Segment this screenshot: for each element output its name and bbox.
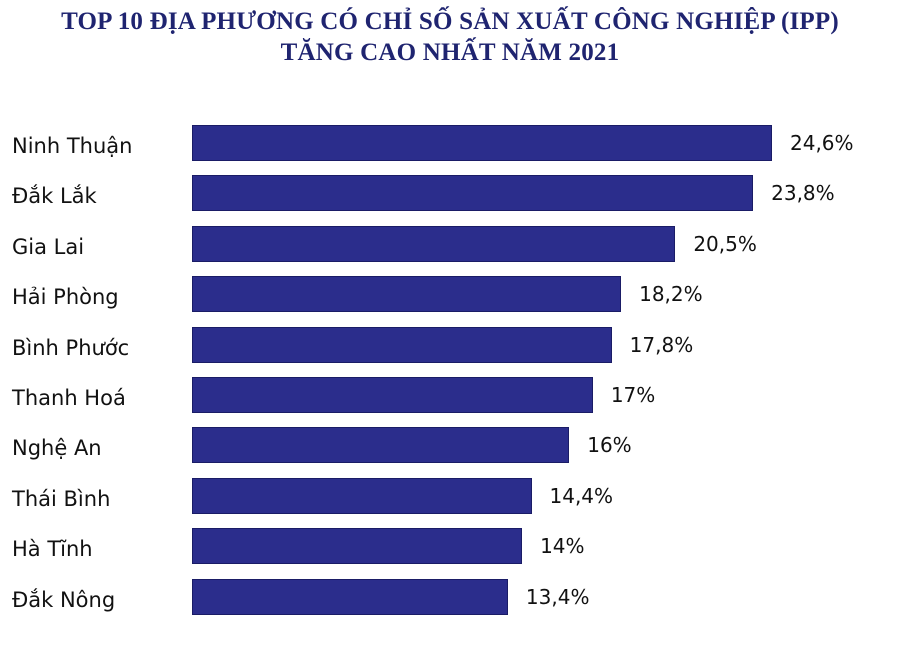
value-label: 17% [610, 383, 656, 407]
value-label: 17,8% [629, 332, 694, 357]
category-label: Đắk Lắk [12, 184, 97, 209]
bar-row: Thái Bình 14,4% [0, 477, 900, 515]
category-label: Hải Phòng [12, 285, 119, 310]
category-label: Gia Lai [12, 234, 85, 259]
category-label: Ninh Thuận [12, 134, 133, 158]
bar [192, 175, 754, 212]
bar-row: Ninh Thuận 24,6% [0, 125, 900, 162]
bar [192, 578, 508, 615]
value-label: 23,8% [771, 181, 835, 206]
category-label: Nghệ An [12, 436, 102, 461]
chart-title: TOP 10 ĐỊA PHƯƠNG CÓ CHỈ SỐ SẢN XUẤT CÔN… [0, 6, 900, 68]
category-label: Thái Bình [12, 486, 111, 511]
value-label: 24,6% [790, 131, 854, 155]
value-label: 14,4% [549, 483, 614, 508]
chart-title-line1: TOP 10 ĐỊA PHƯƠNG CÓ CHỈ SỐ SẢN XUẤT CÔN… [61, 8, 839, 35]
value-label: 18,2% [639, 282, 703, 307]
bar [192, 125, 772, 161]
value-label: 16% [587, 433, 632, 458]
value-label: 13,4% [525, 584, 590, 609]
bar-row: Đắk Lắk 23,8% [0, 175, 900, 212]
value-label: 14% [540, 534, 585, 559]
bar-row: Gia Lai 20,5% [0, 225, 900, 263]
bar [192, 377, 593, 413]
bar [192, 276, 622, 313]
value-label: 20,5% [693, 231, 757, 256]
bar-row: Bình Phước 17,8% [0, 326, 900, 364]
bar-row: Hà Tĩnh 14% [0, 528, 900, 565]
chart-title-line2: TĂNG CAO NHẤT NĂM 2021 [280, 39, 620, 66]
bar [192, 225, 676, 262]
bar [192, 427, 570, 464]
bar-row: Thanh Hoá 17% [0, 377, 900, 414]
category-label: Hà Tĩnh [12, 537, 93, 562]
bar [192, 528, 523, 565]
bar [192, 477, 532, 514]
category-label: Thanh Hoá [12, 386, 126, 410]
bar [192, 326, 612, 363]
bar-row: Nghệ An 16% [0, 427, 900, 464]
bar-row: Hải Phòng 18,2% [0, 276, 900, 313]
category-label: Đắk Nông [12, 587, 116, 612]
category-label: Bình Phước [12, 335, 130, 360]
bar-row: Đắk Nông 13,4% [0, 578, 900, 616]
